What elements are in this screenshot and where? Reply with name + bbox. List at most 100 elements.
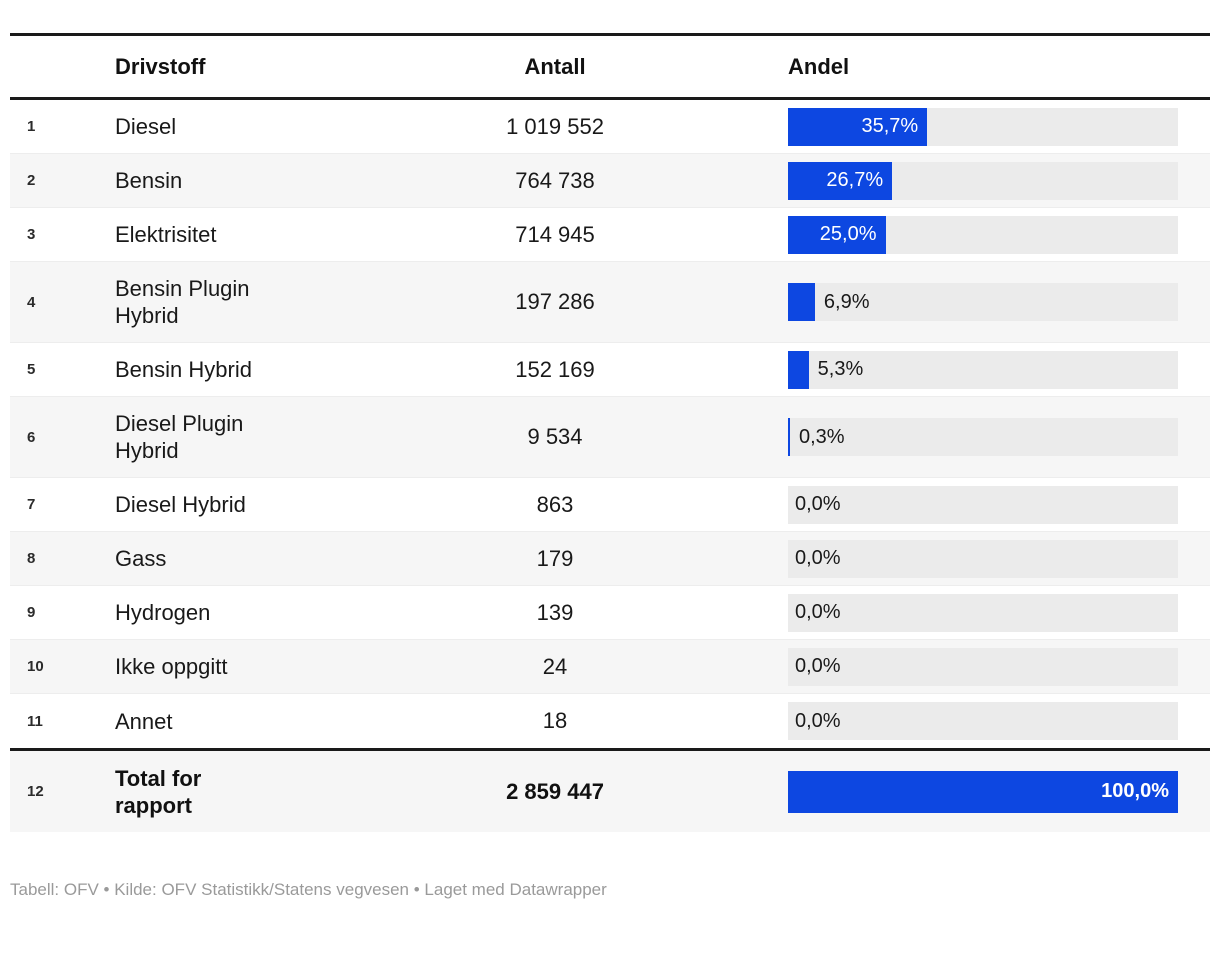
fuel-table: Drivstoff Antall Andel 1 Diesel 1 019 55… <box>10 33 1210 832</box>
share-bar-track: 25,0% <box>788 215 1178 254</box>
row-index: 8 <box>27 550 36 567</box>
share-bar-label: 0,0% <box>795 547 841 569</box>
share-bar-fill <box>788 283 815 321</box>
share-cell: 35,7% <box>705 107 1210 146</box>
share-cell: 25,0% <box>705 215 1210 254</box>
fuel-name: Elektrisitet <box>115 222 217 247</box>
table-row: 12 Total for rapport 2 859 447 100,0% <box>10 748 1210 832</box>
fuel-name: Bensin Plugin Hybrid <box>115 276 250 328</box>
fuel-name: Diesel Hybrid <box>115 492 246 517</box>
fuel-name: Diesel <box>115 114 177 139</box>
count-value: 1 019 552 <box>506 113 604 139</box>
fuel-name: Hydrogen <box>115 600 211 625</box>
row-index: 5 <box>27 361 36 378</box>
table-row: 6 Diesel Plugin Hybrid 9 534 0,3% <box>10 397 1210 478</box>
column-header-antall: Antall <box>524 53 586 79</box>
share-bar-track: 0,3% <box>788 418 1178 456</box>
fuel-name: Diesel Plugin Hybrid <box>115 411 244 463</box>
table-row: 9 Hydrogen 139 0,0% <box>10 586 1210 640</box>
share-bar-track: 5,3% <box>788 350 1178 389</box>
table-row: 1 Diesel 1 019 552 35,7% <box>10 100 1210 154</box>
share-bar-track: 0,0% <box>788 702 1178 740</box>
table-header-row: Drivstoff Antall Andel <box>10 36 1210 100</box>
share-bar-fill <box>788 215 886 254</box>
row-index: 7 <box>27 496 36 513</box>
share-bar-label: 0,0% <box>795 493 841 515</box>
share-bar-fill <box>788 161 893 200</box>
row-index: 6 <box>27 428 36 446</box>
fuel-name-cell: Total for rapport <box>115 752 405 832</box>
count-value: 139 <box>536 599 574 625</box>
fuel-name-cell: Ikke oppgitt <box>115 640 405 693</box>
share-cell: 0,3% <box>705 418 1210 456</box>
fuel-name: Annet <box>115 708 173 734</box>
share-bar-track: 6,9% <box>788 283 1178 321</box>
row-index: 10 <box>27 658 44 675</box>
table-row: 5 Bensin Hybrid 152 169 5,3% <box>10 343 1210 397</box>
share-bar-label: 0,0% <box>795 655 841 677</box>
share-bar-fill <box>788 107 928 146</box>
fuel-name: Bensin Hybrid <box>115 357 252 382</box>
fuel-name: Bensin <box>115 168 183 193</box>
count-value: 714 945 <box>515 221 595 247</box>
row-index: 3 <box>27 226 36 243</box>
fuel-name: Total for rapport <box>115 765 202 818</box>
fuel-name-cell: Elektrisitet <box>115 208 405 261</box>
share-bar-fill <box>788 350 809 389</box>
share-bar-label: 26,7% <box>826 169 884 191</box>
fuel-name-cell: Diesel <box>115 100 405 153</box>
share-bar-label: 5,3% <box>817 358 864 380</box>
count-value: 2 859 447 <box>506 778 604 804</box>
share-bar-track: 0,0% <box>788 539 1178 578</box>
fuel-name-cell: Hydrogen <box>115 586 405 639</box>
share-cell: 100,0% <box>705 770 1210 813</box>
share-bar-track: 26,7% <box>788 161 1178 200</box>
table-row: 10 Ikke oppgitt 24 0,0% <box>10 640 1210 694</box>
share-cell: 0,0% <box>705 702 1210 740</box>
fuel-name-cell: Diesel Hybrid <box>115 478 405 531</box>
share-cell: 6,9% <box>705 283 1210 321</box>
row-index: 1 <box>27 118 36 135</box>
fuel-name: Ikke oppgitt <box>115 654 228 679</box>
row-index: 11 <box>27 712 43 730</box>
count-value: 24 <box>542 653 568 679</box>
table-row: 2 Bensin 764 738 26,7% <box>10 154 1210 208</box>
fuel-name-cell: Bensin Hybrid <box>115 343 405 396</box>
fuel-name-cell: Bensin <box>115 154 405 207</box>
share-bar-fill <box>788 418 790 456</box>
table-body: 1 Diesel 1 019 552 35,7% 2 Bensin 764 73… <box>10 100 1210 832</box>
share-bar-label: 100,0% <box>1101 780 1169 802</box>
row-index: 4 <box>27 293 36 311</box>
fuel-name-cell: Bensin Plugin Hybrid <box>115 262 405 342</box>
row-index: 12 <box>27 783 44 800</box>
share-cell: 26,7% <box>705 161 1210 200</box>
fuel-name-cell: Gass <box>115 532 405 585</box>
share-cell: 0,0% <box>705 593 1210 632</box>
count-value: 179 <box>536 545 574 571</box>
fuel-name-cell: Diesel Plugin Hybrid <box>115 397 405 477</box>
table-row: 3 Elektrisitet 714 945 25,0% <box>10 208 1210 262</box>
share-cell: 0,0% <box>705 539 1210 578</box>
row-index: 2 <box>27 172 36 189</box>
share-bar-label: 0,3% <box>799 425 845 448</box>
count-value: 863 <box>536 491 574 517</box>
share-cell: 0,0% <box>705 485 1210 524</box>
share-bar-track: 100,0% <box>788 770 1178 813</box>
share-bar-label: 0,0% <box>795 601 841 623</box>
count-value: 18 <box>542 708 568 733</box>
table-row: 4 Bensin Plugin Hybrid 197 286 6,9% <box>10 262 1210 343</box>
fuel-name: Gass <box>115 546 167 571</box>
page: Drivstoff Antall Andel 1 Diesel 1 019 55… <box>0 33 1220 900</box>
count-value: 9 534 <box>527 424 583 449</box>
share-cell: 5,3% <box>705 350 1210 389</box>
count-value: 764 738 <box>515 167 595 193</box>
table-footer-attribution: Tabell: OFV • Kilde: OFV Statistikk/Stat… <box>10 880 607 899</box>
share-bar-fill <box>788 770 1178 813</box>
share-bar-track: 35,7% <box>788 107 1178 146</box>
count-value: 152 169 <box>515 356 595 382</box>
row-index: 9 <box>27 604 36 621</box>
column-header-andel: Andel <box>788 53 850 79</box>
table-row: 7 Diesel Hybrid 863 0,0% <box>10 478 1210 532</box>
share-bar-track: 0,0% <box>788 485 1178 524</box>
share-bar-track: 0,0% <box>788 593 1178 632</box>
